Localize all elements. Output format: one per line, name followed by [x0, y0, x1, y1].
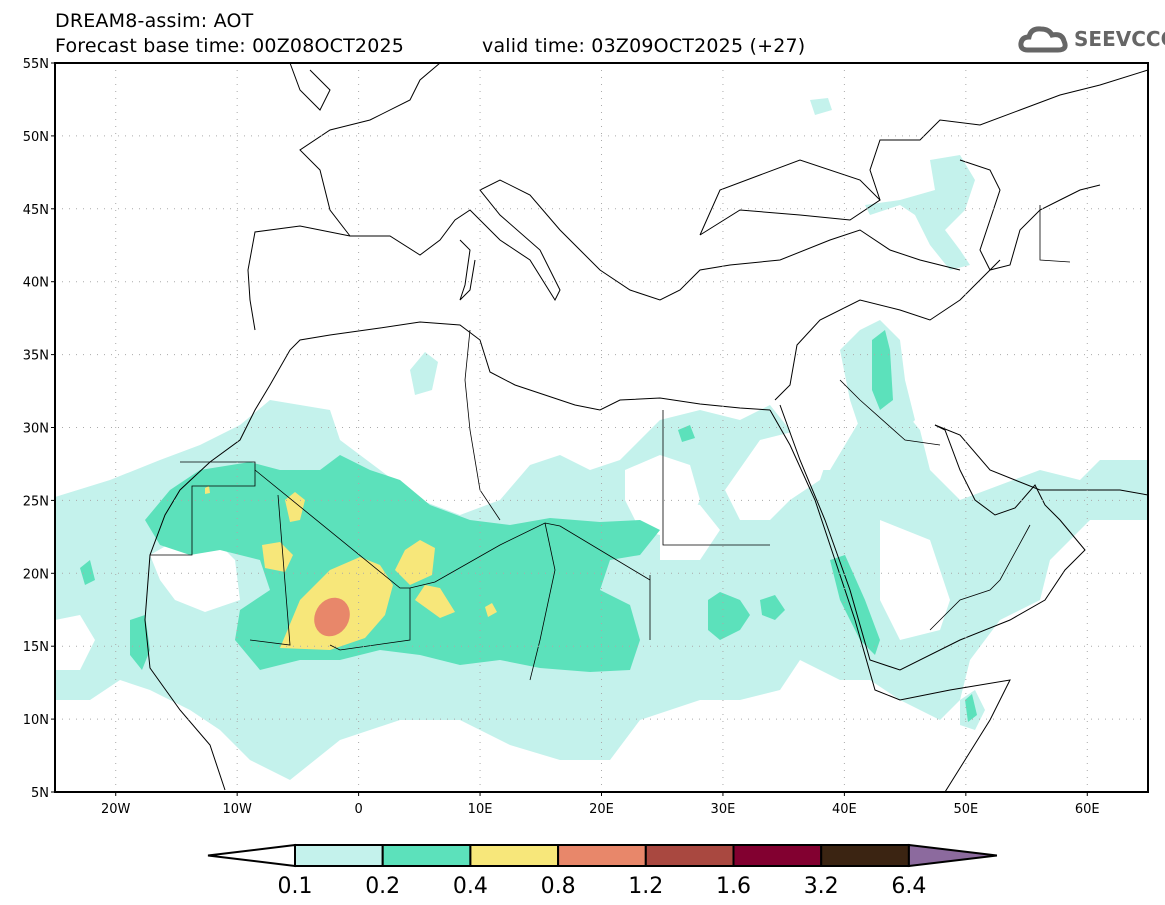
lon-tick-label: 40E	[832, 802, 857, 817]
lat-tick-label: 55N	[23, 57, 49, 72]
colorbar-label: 0.8	[541, 874, 576, 899]
colorbar-swatch	[557, 844, 647, 867]
colorbar: 0.1 0.2 0.4 0.8 1.2 1.6 3.2 6.4	[207, 843, 998, 899]
lon-tick-label: 20W	[101, 802, 131, 817]
lat-tick-label: 20N	[23, 567, 49, 582]
lat-tick-label: 30N	[23, 422, 49, 437]
seevccc-logo: SEEVCCC	[1018, 24, 1165, 54]
colorbar-label: 0.4	[453, 874, 488, 899]
cloud-icon	[1018, 26, 1068, 53]
colorbar-label: 1.6	[716, 874, 751, 899]
lon-tick-label: 50E	[953, 802, 978, 817]
lon-tick-label: 30E	[711, 802, 736, 817]
colorbar-label: 0.1	[278, 874, 313, 899]
country-borders	[150, 205, 1071, 681]
colorbar-swatch	[381, 844, 472, 867]
lat-tick-label: 10N	[23, 713, 49, 728]
colorbar-under-arrow	[207, 843, 296, 868]
lat-tick-label: 50N	[23, 130, 49, 145]
chart-title: DREAM8-assim: AOT	[55, 10, 254, 32]
axis-ticks: 55N 50N 45N 40N 35N 30N 25N 20N 15N 10N 5N 20W 10W 0 1…	[23, 57, 1100, 817]
lat-tick-label: 45N	[23, 203, 49, 218]
lon-tick-label: 10W	[222, 802, 252, 817]
logo-text: SEEVCCC	[1074, 27, 1165, 51]
lat-tick-label: 15N	[23, 640, 49, 655]
colorbar-label: 1.2	[628, 874, 663, 899]
lat-tick-label: 35N	[23, 349, 49, 364]
colorbar-label: 6.4	[891, 874, 926, 899]
colorbar-swatch	[732, 844, 823, 867]
aot-contours	[55, 63, 1148, 792]
lon-tick-label: 0	[354, 802, 362, 817]
lat-tick-label: 25N	[23, 494, 49, 509]
lon-tick-label: 10E	[468, 802, 493, 817]
aot-gaps	[55, 430, 950, 670]
colorbar-label: 3.2	[804, 874, 839, 899]
forecast-base-time: Forecast base time: 00Z08OCT2025	[55, 35, 405, 57]
lon-tick-label: 20E	[589, 802, 614, 817]
coastlines	[144, 63, 1148, 792]
gridlines	[55, 63, 1148, 792]
colorbar-swatch	[820, 844, 910, 867]
colorbar-swatch	[644, 844, 735, 867]
colorbar-label: 0.2	[365, 874, 400, 899]
colorbar-swatch	[469, 844, 560, 867]
aot-level-0.8	[314, 597, 350, 637]
lon-tick-label: 60E	[1075, 802, 1100, 817]
aot-level-0.1	[55, 98, 1148, 780]
colorbar-over-arrow	[907, 843, 998, 868]
valid-time: valid time: 03Z09OCT2025 (+27)	[482, 35, 806, 57]
lat-tick-label: 5N	[31, 786, 49, 801]
lat-tick-label: 40N	[23, 276, 49, 291]
colorbar-swatch	[294, 844, 384, 867]
